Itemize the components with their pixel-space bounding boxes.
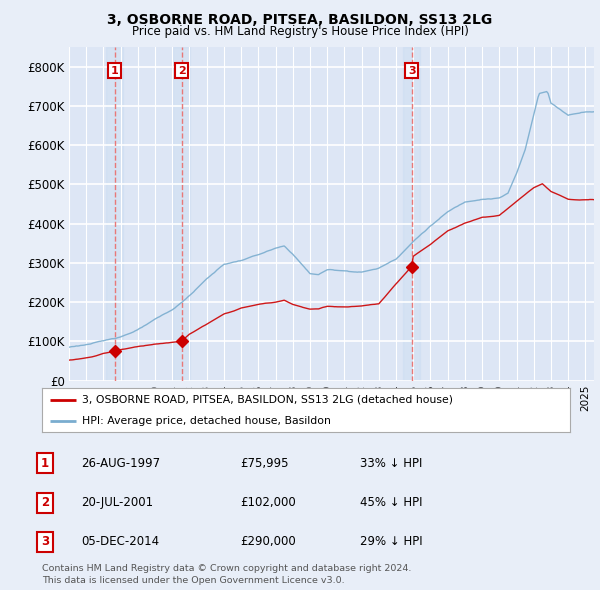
Text: 1: 1: [111, 65, 118, 76]
Bar: [403, 47, 421, 381]
Text: Price paid vs. HM Land Registry's House Price Index (HPI): Price paid vs. HM Land Registry's House …: [131, 25, 469, 38]
Bar: [173, 47, 190, 381]
Text: 2: 2: [178, 65, 185, 76]
Text: 2: 2: [41, 496, 49, 509]
Text: 20-JUL-2001: 20-JUL-2001: [81, 496, 153, 509]
Text: Contains HM Land Registry data © Crown copyright and database right 2024.
This d: Contains HM Land Registry data © Crown c…: [42, 565, 412, 585]
Text: 3, OSBORNE ROAD, PITSEA, BASILDON, SS13 2LG: 3, OSBORNE ROAD, PITSEA, BASILDON, SS13 …: [107, 13, 493, 27]
Text: 3: 3: [41, 535, 49, 548]
Text: £75,995: £75,995: [240, 457, 289, 470]
Text: HPI: Average price, detached house, Basildon: HPI: Average price, detached house, Basi…: [82, 416, 331, 426]
Text: 3: 3: [408, 65, 416, 76]
Text: 29% ↓ HPI: 29% ↓ HPI: [360, 535, 422, 548]
Text: 26-AUG-1997: 26-AUG-1997: [81, 457, 160, 470]
Text: £102,000: £102,000: [240, 496, 296, 509]
Bar: [106, 47, 123, 381]
Text: 05-DEC-2014: 05-DEC-2014: [81, 535, 159, 548]
Text: 45% ↓ HPI: 45% ↓ HPI: [360, 496, 422, 509]
Text: 1: 1: [41, 457, 49, 470]
Text: 3, OSBORNE ROAD, PITSEA, BASILDON, SS13 2LG (detached house): 3, OSBORNE ROAD, PITSEA, BASILDON, SS13 …: [82, 395, 452, 405]
Text: 33% ↓ HPI: 33% ↓ HPI: [360, 457, 422, 470]
Text: £290,000: £290,000: [240, 535, 296, 548]
